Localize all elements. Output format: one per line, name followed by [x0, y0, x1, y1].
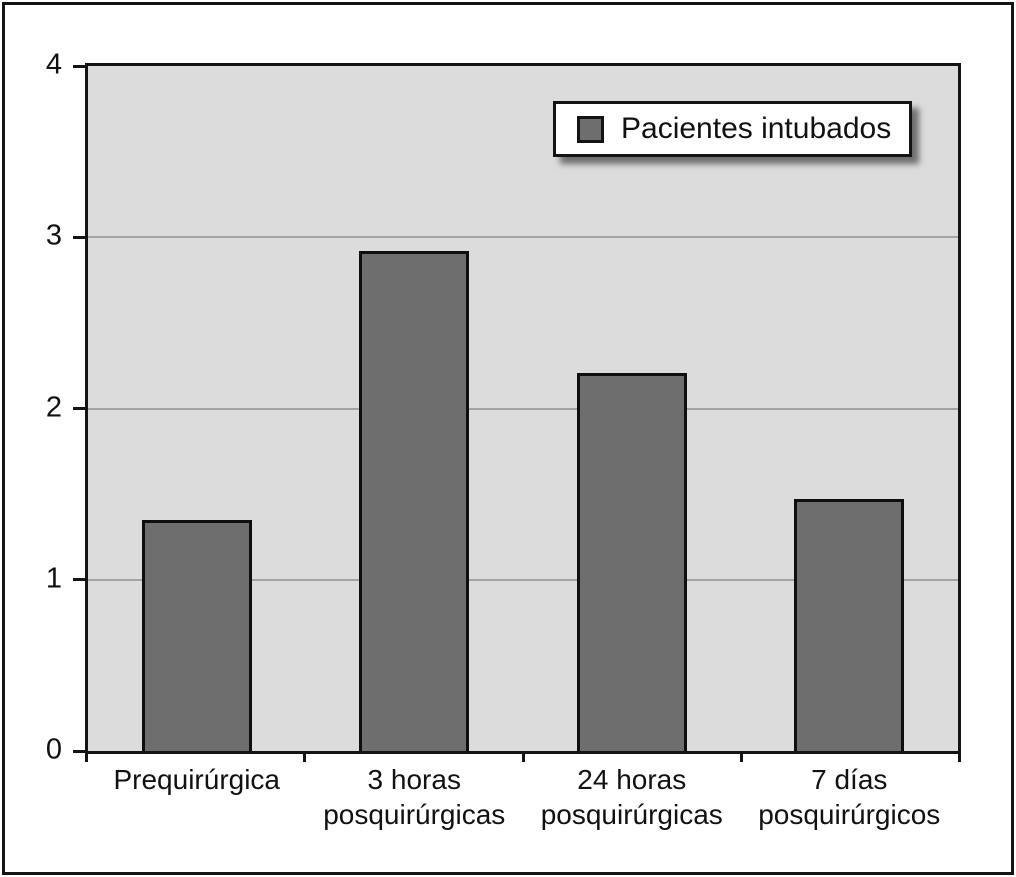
x-label-1: Prequirúrgica [88, 762, 306, 797]
y-tick-label-1: 1 [45, 562, 62, 595]
legend-swatch-icon [577, 115, 604, 143]
x-label-line: posquirúrgicas [323, 799, 506, 830]
y-tick-mark-4 [73, 64, 85, 68]
legend: Pacientes intubados [553, 101, 912, 157]
gridline-2 [88, 407, 958, 410]
y-tick-mark-1 [73, 578, 85, 582]
y-tick-mark-2 [73, 407, 85, 410]
x-tick-mark-0 [85, 752, 88, 762]
x-tick-mark-4 [958, 752, 961, 762]
y-tick-label-3: 3 [45, 219, 62, 252]
y-tick-label-4: 4 [45, 48, 62, 81]
gridline-1 [88, 578, 958, 581]
bar-4 [794, 499, 905, 751]
x-label-line: Prequirúrgica [113, 764, 281, 795]
x-label-line: 24 horas [577, 764, 687, 795]
bar-3 [576, 372, 687, 751]
legend-label: Pacientes intubados [621, 112, 892, 145]
gridline-3 [88, 236, 958, 239]
y-tick-label-2: 2 [45, 390, 62, 423]
x-tick-mark-1 [303, 752, 307, 762]
plot-area [85, 63, 961, 754]
x-tick-mark-3 [739, 752, 743, 762]
x-label-2: 3 horas posquirúrgicas [306, 762, 524, 832]
x-label-4: 7 días posquirúrgicos [741, 762, 959, 832]
x-label-line: posquirúrgicos [758, 799, 941, 830]
x-label-line: 3 horas [367, 764, 461, 795]
x-label-3: 24 horas posquirúrgicas [523, 762, 741, 832]
x-label-line: posquirúrgicas [540, 799, 723, 830]
bar-2 [359, 250, 470, 751]
y-tick-mark-3 [73, 235, 85, 239]
x-label-line: 7 días [811, 764, 888, 795]
y-tick-label-0: 0 [45, 733, 62, 766]
y-tick-mark-0 [73, 749, 85, 753]
bar-1 [141, 519, 252, 751]
x-tick-mark-2 [521, 752, 525, 762]
